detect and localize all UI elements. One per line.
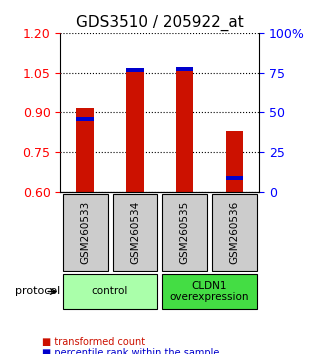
Text: CLDN1
overexpression: CLDN1 overexpression — [170, 281, 249, 302]
Bar — [226, 131, 243, 192]
FancyBboxPatch shape — [162, 194, 207, 271]
Bar — [76, 108, 94, 192]
Text: GSM260534: GSM260534 — [130, 201, 140, 264]
Bar — [176, 68, 193, 192]
Title: GDS3510 / 205922_at: GDS3510 / 205922_at — [76, 15, 244, 31]
FancyBboxPatch shape — [63, 194, 108, 271]
FancyBboxPatch shape — [63, 274, 157, 309]
Text: ■ percentile rank within the sample: ■ percentile rank within the sample — [42, 348, 219, 354]
Bar — [76, 117, 94, 121]
Text: protocol: protocol — [15, 286, 60, 297]
Text: GSM260533: GSM260533 — [80, 201, 90, 264]
Text: control: control — [92, 286, 128, 297]
FancyBboxPatch shape — [162, 274, 257, 309]
Bar — [176, 67, 193, 71]
FancyBboxPatch shape — [113, 194, 157, 271]
Bar — [126, 69, 144, 192]
Bar — [126, 68, 144, 72]
Text: GSM260535: GSM260535 — [180, 201, 190, 264]
FancyBboxPatch shape — [212, 194, 257, 271]
Text: GSM260536: GSM260536 — [229, 201, 239, 264]
Text: ■ transformed count: ■ transformed count — [42, 337, 145, 347]
Bar — [226, 176, 243, 180]
